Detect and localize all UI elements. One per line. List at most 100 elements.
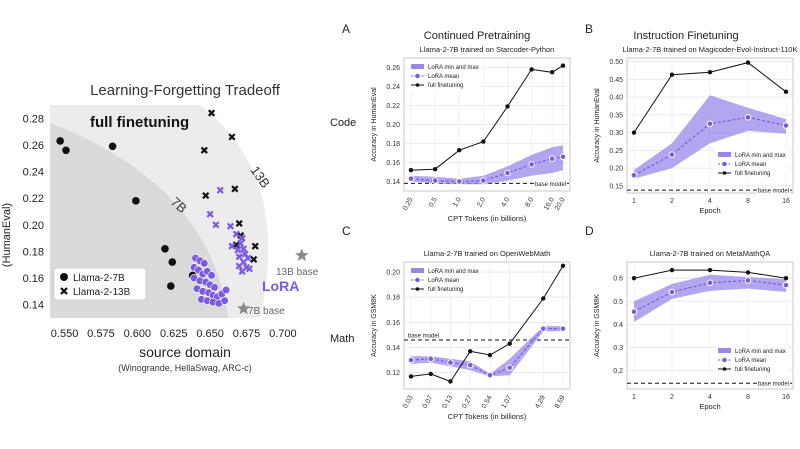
tradeoff-base-star xyxy=(295,248,309,262)
panel-c-y-tick: 0.18 xyxy=(386,295,400,302)
panel-letter-d: D xyxy=(585,224,594,238)
panel-d-legend-mean-marker xyxy=(722,357,727,363)
panel-b-y-tick: 0.40 xyxy=(609,95,623,102)
panel-d-legend: LoRA min and max LoRA mean full finetuning xyxy=(715,345,789,375)
panel-d-legend-label: LoRA min and max xyxy=(735,349,786,355)
tradeoff-point-lora-13b-stroke xyxy=(234,246,242,254)
panel-d-x-tick: 8 xyxy=(746,394,750,401)
tradeoff-y-tick: 0.24 xyxy=(23,167,44,179)
panel-b-y-tick: 0.30 xyxy=(609,130,623,137)
panel-a-lora-mean-point xyxy=(504,169,511,177)
tradeoff-point-lora-13b xyxy=(237,239,245,248)
tradeoff-x-tick: 0.625 xyxy=(160,328,188,340)
panel-c-y-label: Accuracy in GSM8K xyxy=(371,294,378,357)
tradeoff-x-tick: 0.600 xyxy=(124,328,152,340)
panel-b-lora-mean-point xyxy=(630,171,638,179)
tradeoff-point-lora-13b-stroke xyxy=(216,186,224,194)
panel-b-legend-label: LoRA mean xyxy=(735,162,766,168)
panel-b-x-tick: 4 xyxy=(708,198,712,205)
panel-c-lora-mean-point xyxy=(447,359,454,366)
tradeoff-point-lora-13b xyxy=(212,221,220,229)
panel-c-full-finetuning-point xyxy=(408,374,414,379)
panel-c-x-tick: 1.07 xyxy=(501,394,514,409)
tradeoff-point-full-13b xyxy=(231,185,239,193)
tradeoff-point-lora-13b xyxy=(206,210,214,218)
tradeoff-point-lora-7b xyxy=(207,271,216,280)
panel-b-lora-mean-point xyxy=(706,120,714,128)
panel-c-title: Llama-2-7B trained on OpenWebMath xyxy=(424,249,551,258)
panel-b-lora-mean-point xyxy=(744,114,752,121)
panel-c-y-tick: 0.16 xyxy=(386,320,400,327)
tradeoff-x-tick: 0.650 xyxy=(196,328,224,340)
panel-d-lora-mean-point xyxy=(668,288,676,296)
panel-a-y-tick: 0.22 xyxy=(386,103,400,110)
panel-c-lora-mean-point xyxy=(506,364,514,371)
tradeoff-y-tick: 0.18 xyxy=(23,246,44,258)
panel-d-legend-full-marker xyxy=(722,367,727,371)
tradeoff-y-tick: 0.28 xyxy=(23,113,44,125)
tradeoff-point-full-13b xyxy=(250,255,258,264)
tradeoff-point-full-7b xyxy=(56,137,64,145)
panel-d-y-tick: 0.5 xyxy=(613,299,623,306)
panel-a-full-finetuning-point xyxy=(549,70,555,75)
panel-a-full-finetuning-point xyxy=(505,104,510,109)
tradeoff-point-lora-13b-stroke xyxy=(228,242,236,250)
tradeoff-x-tick: 0.700 xyxy=(269,328,297,340)
tradeoff-annotation-lora: LoRA xyxy=(262,278,299,294)
panel-c-x-label: CPT Tokens (in billions) xyxy=(448,412,527,421)
panel-d-legend-band-swatch xyxy=(718,348,731,353)
panel-a-x-tick: 0.5 xyxy=(428,196,439,208)
panel-c-x-tick: 4.29 xyxy=(534,394,547,409)
panel-b-legend-label: full finetuning xyxy=(735,171,770,177)
tradeoff-y-tick: 0.20 xyxy=(23,220,44,232)
tradeoff-point-lora-7b xyxy=(222,285,231,295)
tradeoff-point-full-7b xyxy=(108,142,117,151)
panel-d-lora-mean-point xyxy=(782,281,790,289)
tradeoff-legend-x-marker xyxy=(60,287,68,295)
panel-d-x-tick: 2 xyxy=(670,394,674,401)
tradeoff-x-sublabel: (Winogrande, HellaSwag, ARC-c) xyxy=(118,363,252,373)
panel-c-x-tick: 0.27 xyxy=(461,394,474,409)
panel-a-full-finetuning-point xyxy=(529,67,534,72)
panel-c-x-tick: 0.54 xyxy=(481,394,494,409)
panel-b-lora-mean-point xyxy=(668,151,676,158)
tradeoff-point-lora-7b xyxy=(220,296,229,305)
panel-b-x-label: Epoch xyxy=(699,206,720,215)
panel-d-y-tick: 0.6 xyxy=(613,276,623,283)
tradeoff-point-full-13b-stroke xyxy=(228,133,236,141)
panel-c-legend: LoRA min and max LoRA mean full finetuning xyxy=(408,265,482,295)
tradeoff-point-full-7b xyxy=(167,282,175,290)
tradeoff-point-lora-13b xyxy=(240,245,248,253)
panel-b-legend: LoRA min and max LoRA mean full finetuning xyxy=(715,149,789,179)
panel-c-x-tick: 0.03 xyxy=(402,394,415,409)
tradeoff-legend: Llama-2-7B Llama-2-13B xyxy=(53,267,147,301)
tradeoff-legend-label: Llama-2-13B xyxy=(73,287,131,298)
panel-a-x-tick: 20.0 xyxy=(554,196,567,211)
tradeoff-point-full-7b xyxy=(62,146,70,155)
tradeoff-point-full-7b xyxy=(168,258,177,266)
tradeoff-point-full-13b xyxy=(207,109,216,117)
panel-d-x-tick: 1 xyxy=(632,394,636,401)
panel-c-legend-mean-marker xyxy=(415,277,420,283)
tradeoff-point-full-13b-stroke xyxy=(200,146,208,154)
panel-c-legend-label: LoRA min and max xyxy=(428,269,479,275)
panel-d-base-model-label: base model xyxy=(758,382,789,388)
panel-d-y-label: Accuracy in GSM8K xyxy=(594,294,601,357)
tradeoff-legend-box xyxy=(53,267,147,301)
panel-d-full-finetuning-point xyxy=(669,267,675,273)
panel-c-lora-mean-point xyxy=(559,325,567,332)
panel-d-y-tick: 0.2 xyxy=(613,368,623,375)
tradeoff-point-lora-13b-stroke xyxy=(232,230,240,238)
panel-b-full-finetuning-point xyxy=(707,70,713,75)
tradeoff-y-tick: 0.26 xyxy=(23,140,44,152)
panel-a-base-model-label: base model xyxy=(535,182,566,188)
panel-d-lora-mean-point xyxy=(706,279,714,287)
tradeoff-point-lora-13b xyxy=(235,262,243,270)
col-title-instruction-finetuning: Instruction Finetuning xyxy=(633,30,738,42)
panel-a-x-tick: 0.25 xyxy=(402,196,415,211)
panel-c-y-tick: 0.12 xyxy=(386,370,400,377)
panel-d-y-tick: 0.3 xyxy=(613,345,623,352)
panel-b-lora-mean-point xyxy=(782,122,790,129)
panel-a-legend-full-marker xyxy=(415,83,420,87)
